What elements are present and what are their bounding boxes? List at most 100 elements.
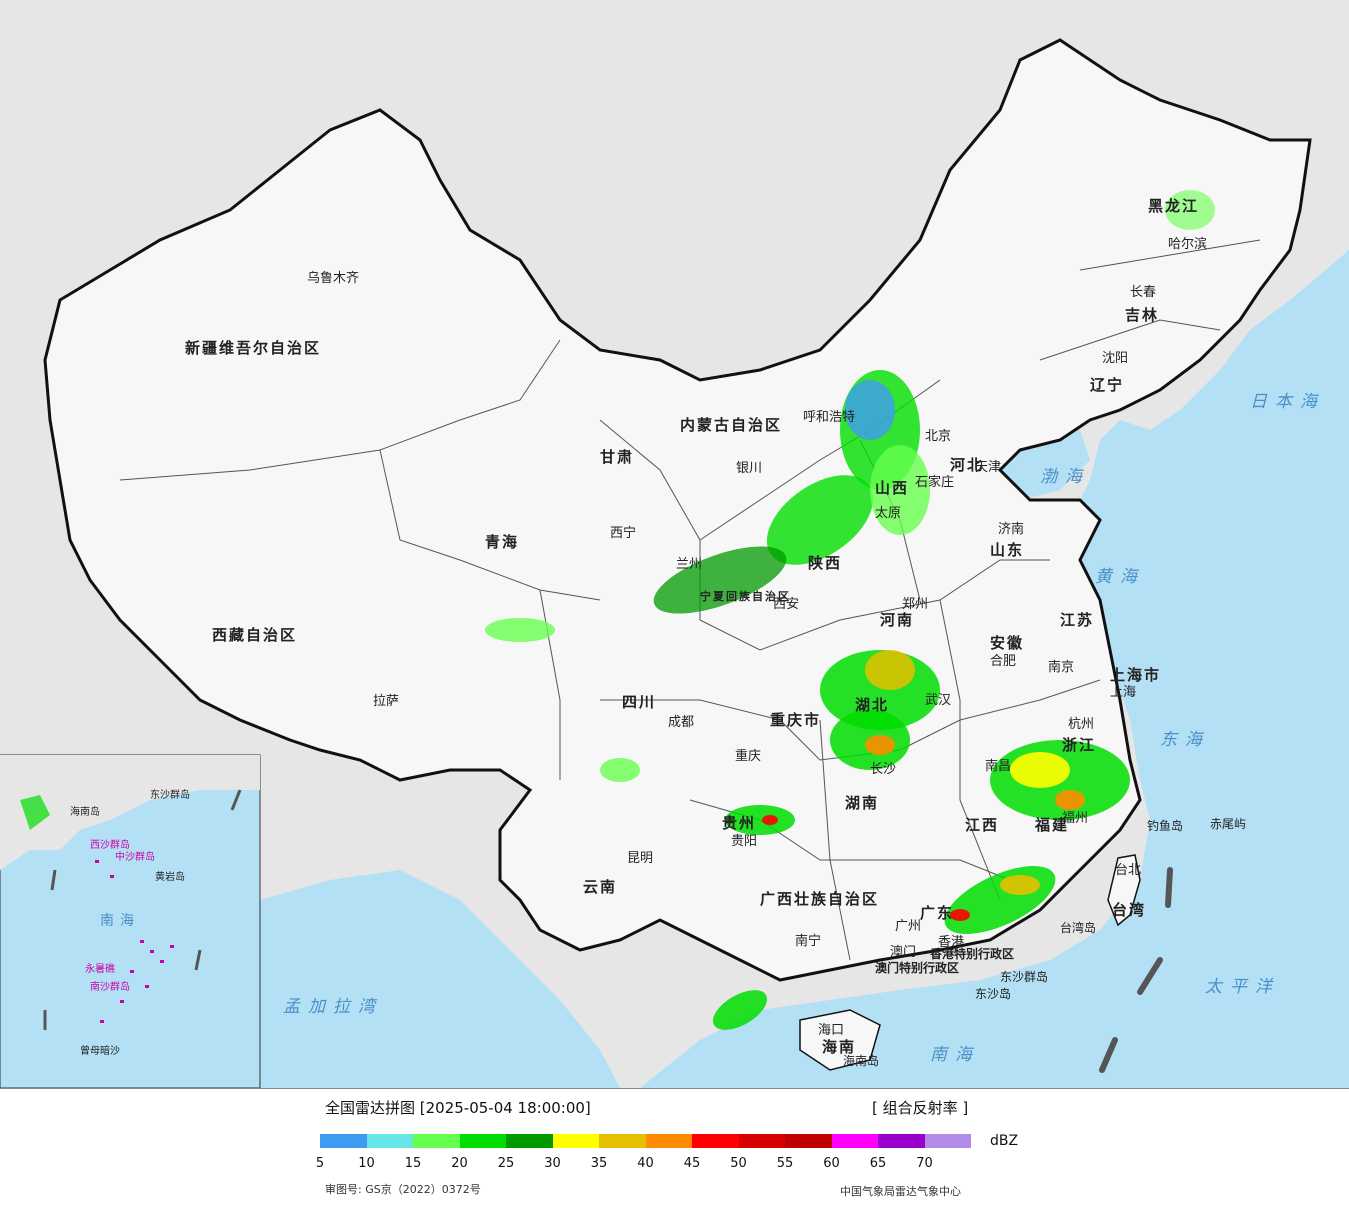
label-ningxia: 宁夏回族自治区 — [700, 589, 791, 603]
inset-nansha: 南沙群岛 — [90, 980, 130, 993]
scale-tick-label: 50 — [730, 1156, 747, 1171]
label-jiangxi: 江西 — [965, 816, 999, 834]
city-kunming: 昆明 — [627, 851, 653, 866]
label-jilin: 吉林 — [1125, 306, 1159, 324]
scale-tick-label: 55 — [776, 1156, 794, 1171]
city-hongkong: 香港 — [938, 935, 964, 950]
sea-japan: 日本海 — [1250, 392, 1325, 412]
label-hunan: 湖南 — [845, 794, 879, 812]
approval-number: 审图号: GS京（2022）0372号 — [325, 1183, 481, 1196]
inset-zengmu: 曾母暗沙 — [80, 1044, 120, 1057]
city-taipei: 台北 — [1115, 863, 1141, 878]
scale-unit: dBZ — [990, 1133, 1019, 1149]
city-guiyang: 贵阳 — [731, 834, 757, 849]
city-hohhot: 呼和浩特 — [803, 410, 855, 425]
scale-swatch — [413, 1134, 460, 1148]
scale-tick-label: 70 — [916, 1156, 933, 1171]
city-labels: 乌鲁木齐 拉萨 西宁 兰州 银川 呼和浩特 北京 天津 石家庄 太原 济南 郑州… — [307, 236, 1207, 1038]
scale-swatch — [785, 1134, 832, 1148]
scale-swatch — [552, 1134, 599, 1148]
city-haikou: 海口 — [818, 1023, 844, 1038]
label-hubei: 湖北 — [855, 696, 889, 714]
scs-inset: 南海 东沙群岛 西沙群岛 中沙群岛 南沙群岛 海南岛 黄岩岛 永暑礁 曾母暗沙 — [0, 754, 261, 1088]
map-title: 全国雷达拼图 [2025-05-04 18:00:00] — [325, 1099, 591, 1117]
label-xizang: 西藏自治区 — [212, 626, 297, 644]
china-land — [43, 38, 1312, 982]
city-tianjin: 天津 — [975, 460, 1001, 475]
sea-pacific: 太平洋 — [1205, 977, 1280, 997]
inset-xisha: 西沙群岛 — [90, 838, 130, 851]
label-qinghai: 青海 — [485, 533, 519, 551]
island-dongsha-qundao: 东沙群岛 — [1000, 969, 1048, 984]
scale-tick-label: 25 — [497, 1156, 515, 1171]
label-guangdong: 广东 — [920, 904, 954, 922]
label-hainan: 海南 — [822, 1038, 856, 1056]
inset-zhongsha: 中沙群岛 — [115, 850, 155, 863]
label-shanxi: 山西 — [875, 479, 909, 497]
label-taiwan: 台湾 — [1112, 901, 1146, 919]
city-xian: 西安 — [773, 597, 799, 612]
city-wuhan: 武汉 — [925, 693, 951, 708]
label-guangxi: 广西壮族自治区 — [760, 890, 879, 908]
city-nanning: 南宁 — [795, 933, 821, 949]
sea-east: 东海 — [1160, 730, 1210, 750]
label-heilongjiang: 黑龙江 — [1148, 197, 1199, 215]
label-neimenggu: 内蒙古自治区 — [680, 416, 782, 434]
city-changchun: 长春 — [1130, 285, 1156, 300]
label-fujian: 福建 — [1034, 816, 1069, 834]
city-yinchuan: 银川 — [736, 461, 762, 476]
scale-tick-label: 35 — [590, 1156, 608, 1171]
color-scale — [320, 1134, 971, 1148]
inset-hainan: 海南岛 — [70, 805, 100, 818]
scale-swatch — [738, 1134, 785, 1148]
sea-bengal: 孟加拉湾 — [283, 997, 383, 1017]
label-guizhou: 贵州 — [722, 814, 756, 832]
sea-labels: 日本海 渤海 黄海 东海 太平洋 南海 孟加拉湾 — [283, 392, 1325, 1065]
city-shenyang: 沈阳 — [1102, 351, 1128, 366]
scale-tick-label: 5 — [315, 1156, 325, 1171]
label-gansu: 甘肃 — [600, 448, 634, 466]
city-lhasa: 拉萨 — [373, 694, 399, 709]
island-chiwei: 赤尾屿 — [1210, 817, 1246, 831]
island-diaoyu: 钓鱼岛 — [1147, 818, 1183, 833]
island-labels: 钓鱼岛 赤尾屿 东沙群岛 东沙岛 台湾岛 海南岛 香港特别行政区 澳门特别行政区 — [843, 817, 1246, 1068]
sea-south: 南海 — [930, 1045, 980, 1065]
legend-panel: 全国雷达拼图 [2025-05-04 18:00:00] [ 组合反射率 ] 5… — [0, 1088, 1349, 1209]
city-shanghai: 上海 — [1110, 685, 1136, 700]
scale-swatch — [831, 1134, 878, 1148]
scale-tick-label: 60 — [823, 1156, 840, 1171]
city-xining: 西宁 — [610, 525, 636, 541]
nine-dash-line — [1099, 867, 1173, 1073]
inset-sea: 南海 — [100, 913, 140, 929]
taiwan-island — [1107, 854, 1141, 927]
city-lanzhou: 兰州 — [676, 557, 702, 572]
city-hangzhou: 杭州 — [1068, 717, 1094, 732]
scale-swatch — [878, 1134, 925, 1148]
label-chongqing-shi: 重庆市 — [770, 711, 821, 729]
scale-swatch — [692, 1134, 739, 1148]
island-taiwan: 台湾岛 — [1060, 920, 1096, 935]
label-xinjiang: 新疆维吾尔自治区 — [185, 339, 321, 357]
label-zhejiang: 浙江 — [1062, 736, 1096, 754]
product-name: [ 组合反射率 ] — [872, 1099, 969, 1117]
label-jiangsu: 江苏 — [1060, 611, 1094, 629]
scale-tick-label: 15 — [404, 1156, 422, 1171]
city-zhengzhou: 郑州 — [902, 597, 928, 612]
scale-swatch — [506, 1134, 553, 1148]
scale-swatch — [320, 1134, 367, 1148]
scale-tick-label: 65 — [869, 1156, 887, 1171]
scale-tick-label: 40 — [637, 1156, 654, 1171]
label-yunnan: 云南 — [583, 878, 617, 896]
city-beijing: 北京 — [925, 429, 951, 444]
scale-swatch — [599, 1134, 646, 1148]
label-shanghai-shi: 上海市 — [1110, 666, 1161, 684]
label-henan: 河南 — [880, 611, 914, 629]
island-dongsha: 东沙岛 — [975, 986, 1011, 1001]
city-harbin: 哈尔滨 — [1168, 236, 1207, 252]
label-shaanxi: 陕西 — [808, 554, 842, 572]
radar-map: 新疆维吾尔自治区 西藏自治区 青海 甘肃 四川 云南 内蒙古自治区 黑龙江 吉林… — [0, 0, 1349, 1088]
city-nanjing: 南京 — [1048, 659, 1074, 675]
scale-swatch — [645, 1134, 692, 1148]
agency-name: 中国气象局雷达气象中心 — [840, 1185, 961, 1198]
region-hongkong: 香港特别行政区 — [929, 946, 1014, 961]
